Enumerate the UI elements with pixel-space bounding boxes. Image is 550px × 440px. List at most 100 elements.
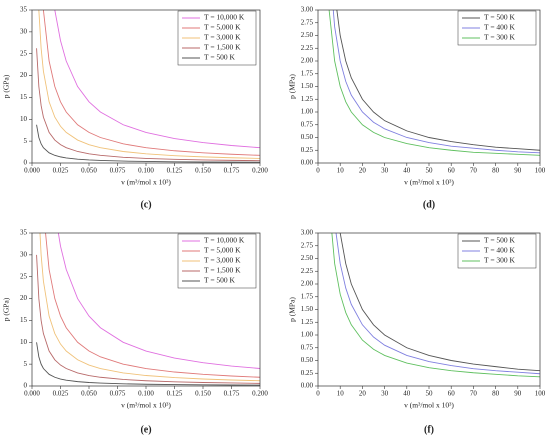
- y-tick-label: 2.00: [301, 57, 314, 65]
- y-tick-label: 2.25: [301, 267, 314, 275]
- y-tick-label: 2.75: [301, 18, 314, 26]
- legend-label: T = 3,000 K: [204, 256, 241, 265]
- y-tick-label: 1.75: [301, 69, 314, 77]
- y-tick-label: 0: [24, 159, 28, 167]
- x-tick-label: 0.100: [138, 167, 154, 175]
- x-tick-label: 90: [514, 390, 522, 398]
- x-tick-label: 0.100: [138, 390, 154, 398]
- x-axis-label: v (m³/mol x 10³): [121, 178, 171, 187]
- y-tick-label: 3.00: [301, 6, 314, 14]
- x-tick-label: 100: [535, 390, 546, 398]
- legend-label: T = 10,000 K: [204, 13, 245, 22]
- x-tick-label: 30: [381, 390, 389, 398]
- y-tick-label: 1.25: [301, 318, 314, 326]
- legend-label: T = 500 K: [484, 13, 516, 22]
- x-tick-label: 80: [492, 390, 500, 398]
- x-tick-label: 60: [448, 167, 456, 175]
- y-axis-label: p (GPa): [2, 74, 11, 98]
- legend-label: T = 400 K: [484, 23, 516, 32]
- x-tick-label: 90: [514, 167, 522, 175]
- x-tick-label: 50: [426, 390, 434, 398]
- series-line: [332, 10, 540, 154]
- y-tick-label: 10: [20, 338, 28, 346]
- x-tick-label: 0.075: [110, 167, 126, 175]
- x-tick-label: 0.125: [167, 167, 183, 175]
- series-line: [45, 233, 260, 378]
- panel: 0 10 20 30 40 50 60 70 80 90 100 0.00 0.25 0.50 0.75 1.…: [288, 229, 546, 436]
- x-tick-label: 40: [403, 390, 411, 398]
- x-tick-label: 0.000: [24, 390, 40, 398]
- y-tick-label: 1.75: [301, 292, 314, 300]
- x-tick-label: 20: [359, 167, 367, 175]
- y-tick-label: 0.50: [301, 133, 314, 141]
- y-axis-label: p (GPa): [2, 297, 11, 321]
- legend-label: T = 1,500 K: [204, 43, 241, 52]
- series-line: [57, 233, 260, 369]
- x-tick-label: 60: [448, 390, 456, 398]
- x-tick-label: 0.000: [24, 167, 40, 175]
- y-tick-label: 0.75: [301, 120, 314, 128]
- panel-caption: (f): [424, 424, 434, 435]
- y-axis-label: p (MPa): [288, 74, 297, 99]
- series-line: [42, 10, 260, 156]
- series-line: [328, 10, 540, 156]
- panel: 0 10 20 30 40 50 60 70 80 90 100 0.00 0.25 0.50 0.75 1.…: [288, 6, 546, 211]
- series-line: [36, 124, 260, 163]
- x-axis-label: v (m³/mol x 10³): [404, 178, 454, 187]
- panel-caption: (d): [423, 199, 435, 210]
- x-tick-label: 0.025: [53, 167, 69, 175]
- legend-label: T = 1,500 K: [204, 266, 241, 275]
- x-tick-label: 0.175: [224, 390, 240, 398]
- y-tick-label: 1.25: [301, 95, 314, 103]
- series-line: [36, 48, 260, 162]
- y-tick-label: 5: [24, 360, 28, 368]
- panel: 0.000 0.025 0.050 0.075 0.100 0.125 0.150 0.175…: [2, 229, 269, 436]
- x-tick-label: 10: [337, 390, 345, 398]
- y-tick-label: 2.75: [301, 241, 314, 249]
- x-axis-label: v (m³/mol x 10³): [121, 401, 171, 410]
- y-tick-label: 0: [24, 382, 28, 390]
- legend-label: T = 400 K: [484, 246, 516, 255]
- legend-label: T = 300 K: [484, 33, 516, 42]
- panel: 0.000 0.025 0.050 0.075 0.100 0.125 0.150 0.175…: [2, 6, 269, 211]
- y-tick-label: 30: [20, 250, 28, 258]
- y-tick-label: 2.25: [301, 44, 314, 52]
- y-tick-label: 0.25: [301, 146, 314, 154]
- y-tick-label: 5: [24, 137, 28, 145]
- x-tick-label: 0.200: [252, 167, 268, 175]
- series-line: [339, 233, 540, 372]
- x-tick-label: 0.075: [110, 390, 126, 398]
- x-tick-label: 0.050: [81, 167, 97, 175]
- y-tick-label: 25: [20, 49, 28, 57]
- x-tick-label: 40: [403, 167, 411, 175]
- y-tick-label: 20: [20, 294, 28, 302]
- x-tick-label: 0.150: [195, 167, 211, 175]
- series-line: [331, 233, 540, 378]
- y-tick-label: 0.50: [301, 356, 314, 364]
- y-tick-label: 2.50: [301, 254, 314, 262]
- series-line: [36, 342, 260, 386]
- x-tick-label: 50: [426, 167, 434, 175]
- x-tick-label: 0: [316, 390, 320, 398]
- series-line: [335, 233, 540, 375]
- series-line: [39, 233, 260, 382]
- y-tick-label: 0.25: [301, 369, 314, 377]
- series-line: [336, 10, 540, 151]
- y-tick-label: 2.50: [301, 31, 314, 39]
- panel-caption: (e): [140, 424, 151, 435]
- x-tick-label: 70: [470, 390, 478, 398]
- x-axis-label: v (m³/mol x 10³): [404, 401, 454, 410]
- y-tick-label: 25: [20, 272, 28, 280]
- y-tick-label: 1.00: [301, 331, 314, 339]
- series-line: [38, 10, 260, 159]
- legend-label: T = 10,000 K: [204, 236, 245, 245]
- x-tick-label: 10: [337, 167, 345, 175]
- legend-label: T = 5,000 K: [204, 246, 241, 255]
- legend-label: T = 500 K: [484, 236, 516, 245]
- y-tick-label: 35: [20, 6, 28, 14]
- y-tick-label: 30: [20, 27, 28, 35]
- y-tick-label: 1.00: [301, 108, 314, 116]
- x-tick-label: 70: [470, 167, 478, 175]
- y-tick-label: 20: [20, 71, 28, 79]
